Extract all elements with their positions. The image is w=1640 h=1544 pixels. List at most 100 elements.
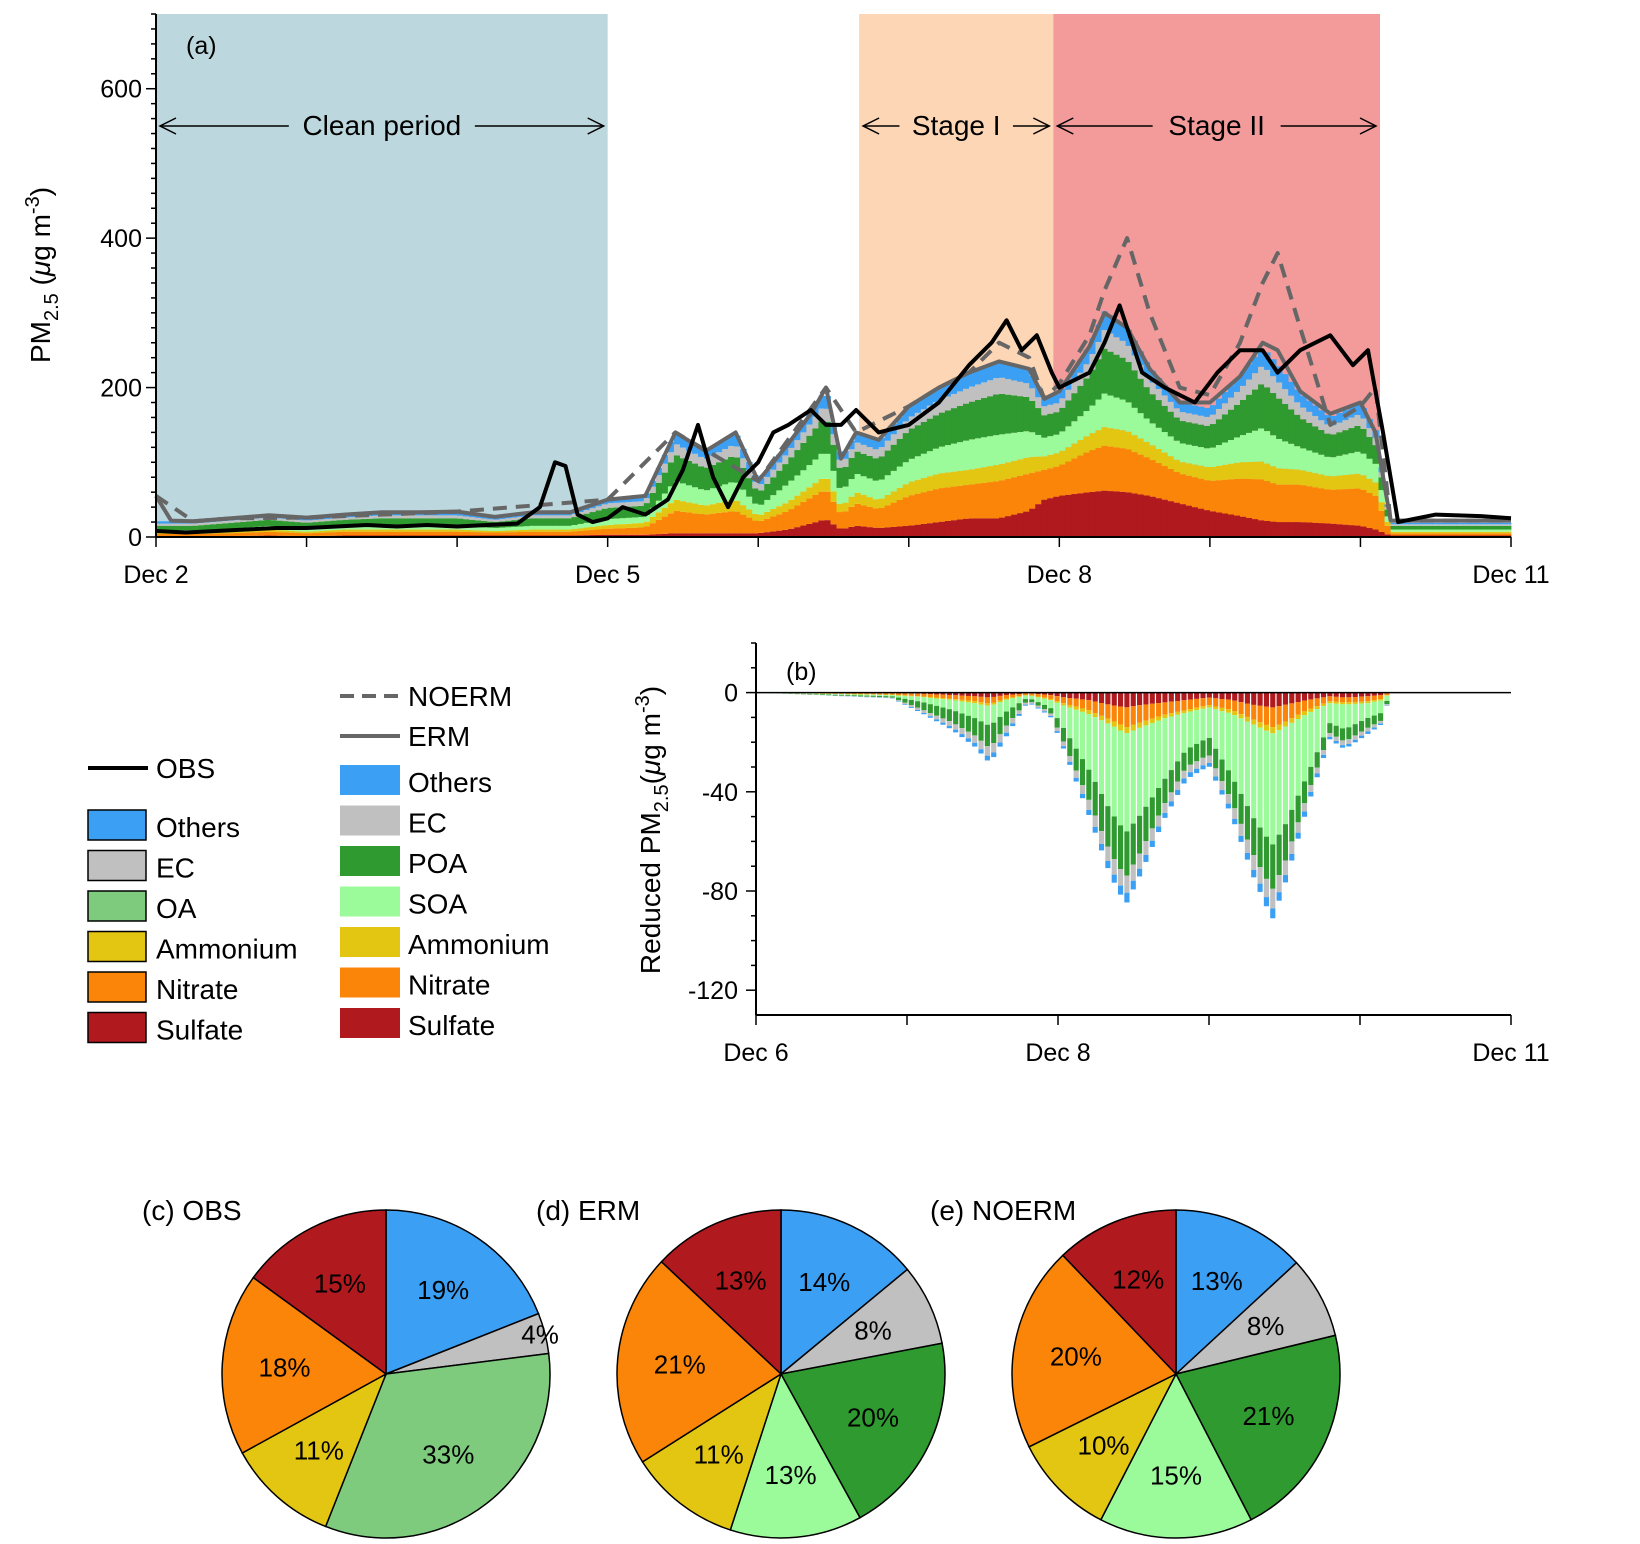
area-bar-nitrate (1330, 489, 1337, 524)
area-bar-nitrate (842, 511, 849, 529)
area-bar-others (1179, 403, 1187, 413)
area-bar-soa (1432, 529, 1440, 532)
pie-slice-sulfate (1061, 1209, 1177, 1376)
area-bar-ec (1468, 524, 1476, 526)
bar-others (908, 707, 914, 708)
area-bar-sulfate (1378, 531, 1385, 537)
area-bar-soa (691, 487, 699, 504)
area-bar-others (908, 404, 916, 417)
area-bar-ammonium (1095, 430, 1102, 448)
area-bar-ec (595, 506, 603, 511)
area-bar-others (776, 454, 783, 463)
bar-ec (1181, 770, 1187, 779)
bar-others (1181, 778, 1187, 784)
area-bar-nitrate (270, 531, 277, 536)
area-bar-nitrate (168, 534, 175, 537)
pie-slice-sulfate (252, 1209, 387, 1376)
area-bar-ec (854, 442, 861, 452)
area-bar-sulfate (673, 533, 681, 537)
area-bar-others (999, 361, 1006, 378)
area-bar-poa (1119, 357, 1126, 400)
area-bar-soa (728, 482, 735, 501)
area-bar-nitrate (800, 501, 807, 526)
area-bar-nitrate (740, 514, 747, 534)
area-bar-ammonium (1432, 531, 1440, 534)
area-bar-poa (420, 518, 428, 526)
area-bar-ec (180, 523, 187, 526)
bar-ammonium (1339, 702, 1346, 705)
bar-soa (927, 697, 933, 705)
bar-soa (1346, 704, 1352, 728)
area-bar-sulfate (1348, 525, 1355, 537)
area-bar-ec (926, 405, 934, 419)
area-bar-nitrate (384, 531, 392, 536)
area-bar-sulfate (734, 533, 741, 537)
area-bar-poa (324, 521, 332, 528)
bar-ammonium (1156, 716, 1162, 721)
legend-label: Ammonium (408, 929, 550, 960)
area-bar-sulfate (601, 534, 609, 537)
pie-slice-label: 20% (847, 1402, 899, 1432)
area-bar-ec (487, 519, 494, 522)
area-bar-nitrate (673, 511, 681, 534)
area-bar-nitrate (1113, 447, 1120, 492)
bar-ammonium (1320, 703, 1327, 707)
bar-soa (902, 695, 908, 699)
bar-others (1137, 868, 1143, 877)
area-bar-ammonium (1408, 531, 1416, 534)
area-bar-sulfate (866, 527, 874, 537)
bar-others (1086, 809, 1092, 815)
area-bar-soa (854, 474, 861, 493)
area-bar-poa (625, 506, 633, 518)
bar-others (1378, 723, 1384, 725)
area-bar-ammonium (378, 529, 386, 532)
area-bar-nitrate (698, 514, 705, 534)
legend-label: Others (156, 812, 240, 843)
y-tick-label: -120 (688, 977, 738, 1005)
area-bar-ammonium (1155, 448, 1163, 464)
area-bar-soa (938, 446, 946, 474)
area-bar-sulfate (932, 522, 940, 537)
area-bar-soa (420, 525, 428, 530)
area-bar-ammonium (722, 501, 729, 513)
arrow-head-right (1359, 117, 1378, 135)
bar-ammonium (1225, 709, 1231, 713)
bar-nitrate (1156, 703, 1162, 717)
area-bar-ec (1264, 369, 1271, 388)
area-bar-nitrate (1137, 454, 1145, 495)
bar-sulfate (1111, 692, 1117, 706)
bar-nitrate (1200, 698, 1206, 707)
area-bar-ec (294, 519, 301, 523)
bar-ec (1251, 855, 1257, 870)
pie-slice-label: 11% (294, 1435, 344, 1465)
area-bar-ammonium (1101, 427, 1108, 446)
area-bar-ec (1071, 381, 1078, 394)
area-bar-nitrate (324, 532, 332, 536)
bar-ec (1358, 731, 1365, 736)
area-bar-soa (872, 480, 880, 500)
area-bar-nitrate (162, 534, 169, 537)
bar-others (1124, 892, 1130, 903)
area-bar-poa (445, 518, 452, 526)
bar-nitrate (1263, 706, 1270, 725)
bar-poa (1105, 806, 1111, 847)
bar-poa (984, 724, 990, 747)
area-bar-ammonium (1246, 461, 1253, 480)
area-bar-others (1438, 522, 1446, 525)
area-bar-poa (348, 519, 356, 526)
bar-ec (1022, 702, 1029, 705)
bar-sulfate (927, 692, 933, 695)
area-bar-ec (469, 517, 476, 520)
area-bar-nitrate (1047, 468, 1054, 499)
area-bar-sulfate (1131, 493, 1139, 537)
area-bar-others (1113, 319, 1120, 338)
bar-sulfate (1143, 692, 1149, 705)
area-bar-others (1300, 395, 1307, 408)
area-bar-sulfate (782, 529, 789, 537)
bar-poa (1289, 809, 1295, 842)
area-bar-soa (499, 527, 506, 531)
area-bar-sulfate (1107, 491, 1114, 537)
area-bar-ammonium (836, 503, 843, 513)
area-bar-ec (673, 444, 681, 456)
